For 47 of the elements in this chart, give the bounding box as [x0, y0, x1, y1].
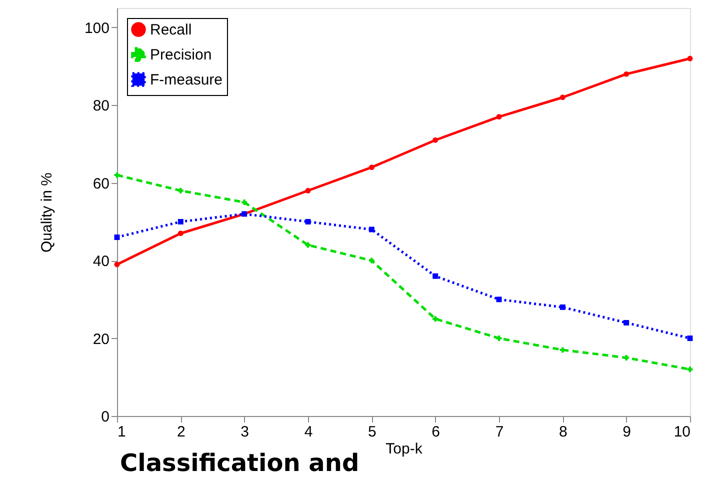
y-tick-label: 80 — [92, 98, 110, 115]
point — [305, 188, 311, 194]
point — [368, 164, 374, 170]
x-tick-label: 6 — [432, 424, 440, 440]
point — [687, 336, 693, 342]
point — [432, 316, 438, 322]
legend-label: Precision — [150, 46, 212, 64]
y-axis-title: Quality in % — [38, 172, 56, 253]
point — [624, 354, 630, 360]
point — [496, 296, 502, 302]
y-tick-label: 100 — [84, 20, 110, 37]
point — [114, 234, 120, 240]
point — [178, 230, 184, 236]
x-tick-label: 2 — [176, 424, 186, 440]
point — [432, 137, 438, 143]
x-tick-label: 8 — [558, 424, 568, 440]
point — [242, 200, 248, 206]
point — [178, 218, 184, 224]
point — [560, 94, 566, 100]
point — [687, 56, 693, 62]
point — [432, 273, 438, 279]
point — [114, 262, 120, 268]
point — [496, 336, 502, 342]
legend-label: F-measure — [150, 72, 223, 88]
y-tick-label: 20 — [92, 330, 110, 348]
y-tick-label: 40 — [92, 253, 110, 270]
point — [178, 188, 184, 194]
y-tick-label: 0 — [101, 408, 110, 426]
point — [624, 71, 630, 77]
point — [624, 320, 630, 326]
point — [368, 258, 374, 264]
x-tick-label: 7 — [495, 424, 504, 440]
point — [368, 226, 374, 232]
x-tick-label: 3 — [240, 424, 250, 440]
x-axis-title: Top-k — [386, 440, 423, 458]
point — [560, 347, 566, 353]
x-tick-label: 5 — [368, 424, 376, 440]
x-tick-label: 10 — [674, 424, 690, 440]
x-tick-label: 9 — [622, 424, 632, 440]
x-tick-label: 1 — [118, 424, 126, 440]
point — [305, 218, 311, 224]
point — [496, 114, 502, 120]
x-tick-label: 4 — [304, 424, 313, 440]
y-tick-label: 60 — [92, 175, 110, 192]
legend-label: Recall — [150, 22, 192, 38]
text: Classification and — [120, 449, 360, 477]
point — [560, 304, 566, 310]
